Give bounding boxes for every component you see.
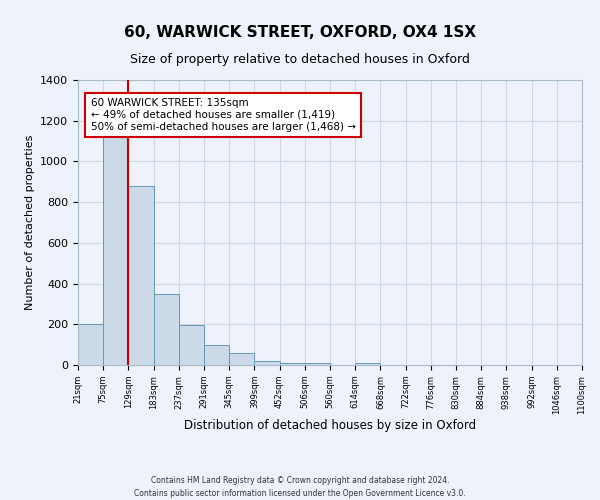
Bar bbox=[254, 361, 280, 365]
Bar bbox=[229, 354, 254, 365]
Bar bbox=[305, 363, 330, 365]
Bar bbox=[280, 362, 305, 365]
X-axis label: Distribution of detached houses by size in Oxford: Distribution of detached houses by size … bbox=[184, 420, 476, 432]
Text: Contains HM Land Registry data © Crown copyright and database right 2024.: Contains HM Land Registry data © Crown c… bbox=[151, 476, 449, 485]
Text: 60, WARWICK STREET, OXFORD, OX4 1SX: 60, WARWICK STREET, OXFORD, OX4 1SX bbox=[124, 25, 476, 40]
Bar bbox=[103, 137, 128, 365]
Text: Size of property relative to detached houses in Oxford: Size of property relative to detached ho… bbox=[130, 52, 470, 66]
Bar bbox=[204, 344, 229, 365]
Y-axis label: Number of detached properties: Number of detached properties bbox=[25, 135, 35, 310]
Bar bbox=[128, 186, 154, 365]
Bar bbox=[154, 294, 179, 365]
Text: Contains public sector information licensed under the Open Government Licence v3: Contains public sector information licen… bbox=[134, 489, 466, 498]
Bar bbox=[179, 326, 204, 365]
Text: 60 WARWICK STREET: 135sqm
← 49% of detached houses are smaller (1,419)
50% of se: 60 WARWICK STREET: 135sqm ← 49% of detac… bbox=[91, 98, 356, 132]
Bar bbox=[355, 363, 380, 365]
Bar bbox=[78, 324, 103, 365]
